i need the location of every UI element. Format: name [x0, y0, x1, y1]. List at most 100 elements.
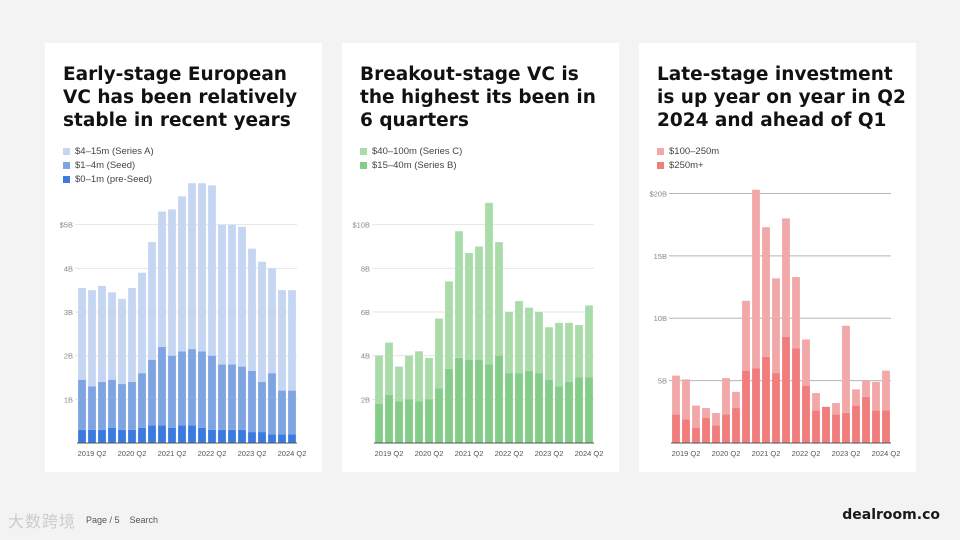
bar-segment [98, 429, 106, 443]
bar-segment [842, 325, 850, 414]
search-button[interactable]: Search [129, 515, 159, 525]
x-tick-label: 2023 Q2 [535, 449, 564, 458]
bar-segment [128, 429, 136, 443]
bar-segment [772, 278, 780, 374]
bar-segment [555, 322, 563, 387]
bar-segment [118, 384, 126, 430]
bar-segment [78, 429, 86, 443]
y-tick-label: $5B [60, 221, 73, 230]
bar-segment [782, 218, 790, 337]
x-tick-label: 2022 Q2 [792, 449, 821, 458]
bar-segment [405, 399, 413, 443]
legend-swatch [360, 162, 367, 169]
bar-segment [248, 248, 256, 371]
bar-segment [98, 285, 106, 382]
legend-item: $100–250m [657, 145, 719, 158]
y-tick-label: 2B [64, 352, 73, 361]
bar-segment [228, 429, 236, 443]
bar-segment [822, 406, 830, 443]
legend-label: $40–100m (Series C) [372, 146, 463, 157]
bar-segment [425, 399, 433, 443]
bar-segment [762, 227, 770, 357]
bar-segment [238, 226, 246, 367]
legend-label: $1–4m (Seed) [75, 160, 136, 171]
x-tick-label: 2020 Q2 [118, 449, 147, 458]
bar-segment [802, 339, 810, 386]
bar-segment [158, 346, 166, 426]
legend-item: $0–1m (pre-Seed) [63, 173, 154, 186]
y-tick-label: 5B [658, 377, 667, 386]
bar-segment [742, 370, 750, 443]
legend-item: $40–100m (Series C) [360, 145, 462, 158]
bar-segment [752, 189, 760, 369]
bar-segment [138, 272, 146, 374]
bar-segment [692, 428, 700, 443]
bar-segment [872, 410, 880, 443]
bar-segment [722, 414, 730, 443]
bar-segment [218, 364, 226, 430]
bar-segment [138, 427, 146, 443]
bar-segment [278, 290, 286, 391]
bar-segment [475, 246, 483, 361]
bar-segment [288, 390, 296, 435]
bar-segment [545, 379, 553, 443]
bar-segment [495, 242, 503, 356]
legend-label: $15–40m (Series B) [372, 160, 457, 171]
bar-segment [238, 366, 246, 430]
bar-segment [752, 368, 760, 443]
bar-segment [555, 386, 563, 443]
bar-segment [168, 427, 176, 443]
bar-segment [535, 312, 543, 374]
y-tick-label: 10B [654, 314, 667, 323]
bar-segment [228, 224, 236, 365]
y-tick-label: 4B [64, 264, 73, 273]
x-tick-label: 2023 Q2 [832, 449, 861, 458]
breakout-stage-panel: Breakout-stage VC is the highest its bee… [342, 43, 619, 472]
bar-segment [288, 434, 296, 443]
bar-segment [882, 370, 890, 411]
x-tick-label: 2019 Q2 [78, 449, 107, 458]
bar-segment [248, 370, 256, 433]
bar-segment [832, 414, 840, 443]
bar-segment [405, 355, 413, 400]
bar-segment [515, 301, 523, 374]
bar-segment [228, 364, 236, 430]
bar-segment [445, 368, 453, 443]
bar-segment [425, 357, 433, 400]
y-tick-label: 15B [654, 252, 667, 261]
y-tick-label: 4B [361, 352, 370, 361]
legend-label: $250m+ [669, 160, 704, 171]
bar-segment [535, 373, 543, 443]
legend-swatch [657, 162, 664, 169]
x-tick-label: 2021 Q2 [752, 449, 781, 458]
bar-segment [168, 209, 176, 356]
bar-segment [88, 429, 96, 443]
bar-segment [158, 211, 166, 347]
late-stage-chart: 5B 10B 15B $20B 2019 Q2 2020 Q2 2021 Q2 2022 Q2… [649, 189, 900, 458]
bar-segment [208, 355, 216, 430]
early-stage-chart: 1B 2B 3B 4B $5B 2019 Q2 2020 Q2 2021 Q2 2022 Q2 2… [60, 183, 306, 458]
bar-segment [525, 370, 533, 443]
bar-segment [178, 196, 186, 352]
legend-item: $250m+ [657, 159, 719, 172]
bar-segment [565, 322, 573, 382]
bar-segment [565, 381, 573, 443]
x-tick-label: 2019 Q2 [375, 449, 404, 458]
page-indicator[interactable]: Page / 5 [86, 515, 120, 525]
bar-segment [852, 405, 860, 443]
bar-segment [268, 434, 276, 443]
chart-legend: $100–250m $250m+ [657, 145, 719, 173]
x-tick-label: 2022 Q2 [495, 449, 524, 458]
bar-segment [515, 373, 523, 443]
bar-segment [258, 381, 266, 433]
bar-segment [218, 224, 226, 365]
bar-segment [178, 425, 186, 443]
bar-segment [158, 425, 166, 443]
bar-segment [198, 427, 206, 443]
chart-title: Early-stage European VC has been relativ… [63, 64, 298, 131]
dealroom-logo: dealroom.co [842, 507, 940, 523]
bar-segment [238, 429, 246, 443]
bar-segment [782, 336, 790, 443]
y-tick-label: 3B [64, 308, 73, 317]
bar-segment [98, 381, 106, 430]
